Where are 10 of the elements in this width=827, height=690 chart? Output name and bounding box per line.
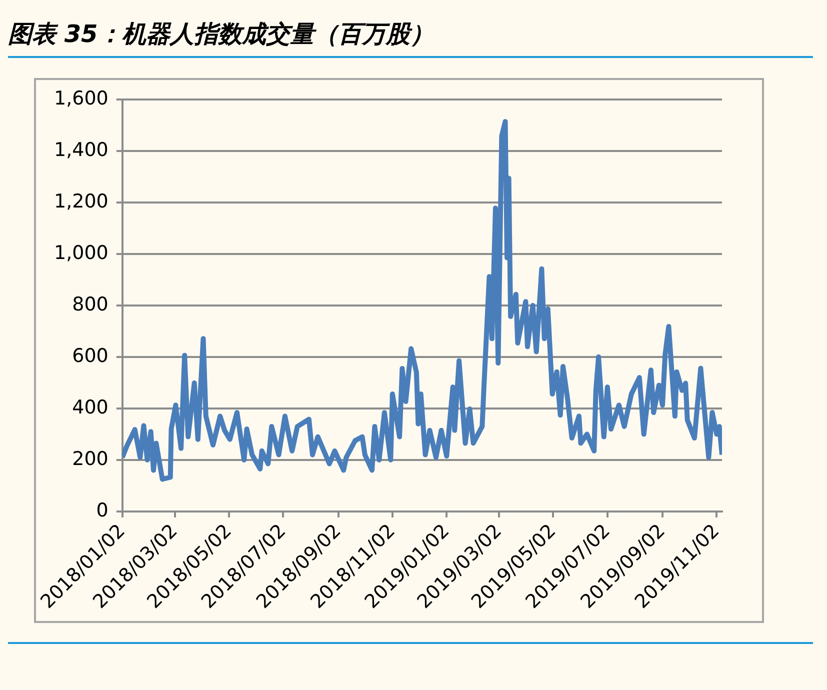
y-tick-label: 1,000 <box>54 242 108 264</box>
y-tick-label: 600 <box>72 344 108 367</box>
y-tick-label: 0 <box>96 499 108 522</box>
chart-title: 图表 35：机器人指数成交量（百万股） <box>8 19 435 50</box>
y-tick-label: 1,600 <box>54 87 108 110</box>
y-tick-label: 1,400 <box>54 138 108 161</box>
y-tick-label: 200 <box>72 448 108 470</box>
y-tick-label: 800 <box>72 293 108 316</box>
y-tick-label: 400 <box>72 396 108 418</box>
y-tick-label: 1,200 <box>54 190 108 212</box>
